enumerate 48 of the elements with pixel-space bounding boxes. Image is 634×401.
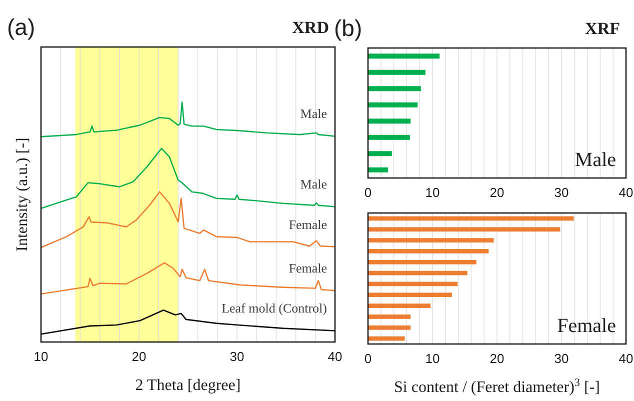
- bar: [368, 238, 494, 242]
- x-tick-label: 10: [425, 351, 440, 366]
- bar: [368, 54, 440, 59]
- chart-title: XRD: [292, 18, 329, 37]
- bar: [368, 336, 405, 341]
- bar: [368, 270, 468, 276]
- x-tick-label: 20: [132, 349, 146, 364]
- series-label: Female: [288, 260, 328, 276]
- x-tick-label: 30: [554, 185, 569, 200]
- x-tick-label: 20: [490, 351, 504, 366]
- x-tick-label: 40: [618, 185, 634, 200]
- bar: [368, 216, 574, 221]
- bar: [368, 325, 411, 330]
- bar: [368, 118, 411, 124]
- x-tick-label: 30: [230, 349, 244, 364]
- x-tick-label: 0: [364, 351, 372, 366]
- x-tick-label: 20: [490, 185, 504, 200]
- bar: [368, 282, 458, 286]
- series-label: Female: [288, 216, 328, 232]
- bar: [368, 260, 476, 264]
- x-tick-label: 10: [34, 349, 48, 364]
- bar: [368, 292, 452, 298]
- bar: [368, 102, 418, 108]
- bar: [368, 304, 431, 308]
- series-label: Male: [300, 176, 328, 192]
- chart-title: XRF: [585, 19, 620, 38]
- bar: [368, 167, 388, 172]
- x-tick-label: 40: [618, 351, 634, 366]
- x-tick-label: 40: [328, 349, 342, 364]
- bar: [368, 86, 421, 92]
- text: Female: [557, 315, 616, 337]
- bar: [368, 70, 426, 75]
- bar: [368, 314, 411, 319]
- bar: [368, 249, 489, 254]
- text: Male: [574, 149, 616, 171]
- bar: [368, 134, 410, 140]
- text: (b): [334, 15, 362, 41]
- x-tick-label: 10: [425, 185, 440, 200]
- x-axis-title: 2 Theta [degree]: [135, 377, 241, 394]
- bar: [368, 227, 560, 232]
- series-label: Leaf mold (Control): [222, 300, 327, 316]
- y-axis-title: Intensity (a.u.) [-]: [14, 138, 31, 252]
- bar: [368, 151, 392, 156]
- x-tick-label: 0: [364, 185, 372, 200]
- text: (a): [7, 14, 36, 40]
- series-label: Male: [300, 106, 328, 122]
- x-axis-title: Si content / (Feret diameter)$^{3}$ [-]: [394, 377, 600, 396]
- x-tick-label: 30: [554, 351, 569, 366]
